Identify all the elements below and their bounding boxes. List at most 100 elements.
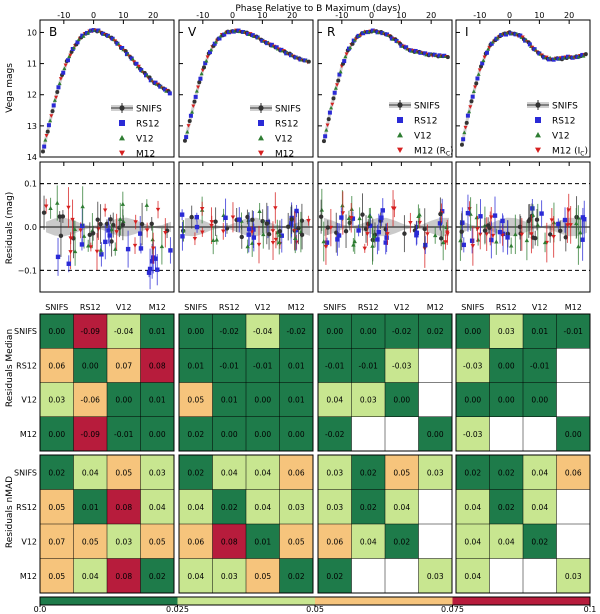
residual-point xyxy=(189,214,194,220)
residual-point xyxy=(211,238,216,242)
matrix-cell-value: 0.00 xyxy=(48,327,65,336)
residual-point xyxy=(132,243,138,248)
matrix-cell xyxy=(418,314,452,349)
residual-point xyxy=(168,248,173,253)
matrix-column-label: V12 xyxy=(394,303,410,312)
residual-point xyxy=(558,228,563,234)
nmad-ylabel: Residuals nMAD xyxy=(5,476,15,548)
matrix-cell xyxy=(489,524,523,559)
matrix-cell xyxy=(456,455,490,490)
matrix-cell-empty xyxy=(351,416,385,451)
colorbar-segment xyxy=(40,597,178,605)
legend-label-part: ) xyxy=(584,147,588,157)
matrix-cell xyxy=(385,314,419,349)
residuals-plot xyxy=(178,161,314,293)
lightcurve-point xyxy=(184,135,189,140)
matrix-cell-value: 0.04 xyxy=(254,468,271,477)
matrix-cell xyxy=(40,558,74,593)
residual-point xyxy=(526,218,531,224)
matrix-cell xyxy=(279,382,313,417)
mag-tick-label: 11 xyxy=(27,60,37,69)
phase-tick-label: -10 xyxy=(196,11,209,20)
matrix-cell xyxy=(556,314,590,349)
matrix-cell-value: 0.07 xyxy=(48,537,65,546)
matrix-cell xyxy=(351,314,385,349)
residual-point xyxy=(474,215,479,220)
lightcurve-point xyxy=(404,45,409,50)
lightcurve-point xyxy=(565,54,570,59)
residual-point xyxy=(422,226,427,232)
legend-swatch xyxy=(119,105,125,111)
matrix-cell xyxy=(556,558,590,593)
legend-swatch xyxy=(119,135,125,141)
lightcurve-point xyxy=(43,138,48,142)
matrix-cell xyxy=(556,416,590,451)
matrix-column-label: V12 xyxy=(116,303,132,312)
residual-point xyxy=(99,252,104,257)
lightcurve-point xyxy=(461,137,466,142)
residual-point xyxy=(497,229,503,235)
matrix-frame xyxy=(178,454,314,594)
lightcurve-point xyxy=(54,95,59,100)
matrix-cell xyxy=(246,524,280,559)
matrix-cell-value: -0.01 xyxy=(564,327,584,336)
matrix-cell-value: 0.03 xyxy=(360,396,377,405)
residual-point xyxy=(264,221,269,226)
lightcurve-point xyxy=(471,89,476,94)
residual-point xyxy=(277,228,283,234)
matrix-cell-value: 0.04 xyxy=(464,537,481,546)
residual-point xyxy=(542,240,548,245)
lightcurve-point xyxy=(139,68,144,73)
residual-point xyxy=(266,232,272,237)
mag-tick-label: 10 xyxy=(27,28,37,37)
residual-point xyxy=(475,237,481,242)
residual-point xyxy=(530,206,535,211)
matrix-cell xyxy=(489,348,523,383)
lightcurve-point xyxy=(321,139,326,144)
legend-label: V12 xyxy=(552,132,570,142)
colorbar: 0.0 0.025 0.05 0.075 0.1 xyxy=(34,596,596,614)
residual-point xyxy=(469,238,475,243)
matrix-frame xyxy=(178,313,314,452)
legend-swatch xyxy=(119,120,125,126)
colorbar-tick-label: 0.05 xyxy=(306,605,324,614)
matrix-cell xyxy=(489,455,523,490)
matrix-cell-value: -0.01 xyxy=(253,361,273,370)
residuals-plot xyxy=(455,161,591,293)
phase-tick-label: 20 xyxy=(148,11,158,20)
template-band xyxy=(460,31,588,145)
residual-point xyxy=(470,244,476,249)
matrix-frame xyxy=(39,313,175,452)
matrix-cell-value: 0.03 xyxy=(221,572,238,581)
matrix-cell-value: 0.00 xyxy=(498,396,515,405)
residual-point xyxy=(144,228,150,233)
matrix-cell xyxy=(179,489,213,524)
matrix-cell xyxy=(140,558,174,593)
lightcurve-point xyxy=(361,31,366,36)
residual-point xyxy=(81,233,87,238)
matrix-cell xyxy=(385,455,419,490)
residual-point xyxy=(343,229,349,234)
lightcurve-point xyxy=(148,78,153,83)
matrix-cell xyxy=(140,455,174,490)
lightcurve-point xyxy=(129,56,134,61)
matrix-cell-value: 0.08 xyxy=(221,537,238,546)
lightcurve-point xyxy=(408,48,413,53)
matrix-cell xyxy=(456,382,490,417)
residual-point xyxy=(245,244,250,249)
residual-point xyxy=(117,225,122,231)
matrix-cell xyxy=(73,348,107,383)
residual-point xyxy=(508,243,514,248)
matrix-column-label: RS12 xyxy=(80,303,101,312)
lightcurve-point xyxy=(115,41,120,46)
lightcurve-point xyxy=(55,90,60,95)
lightcurve-point xyxy=(462,130,467,135)
lightcurve-point xyxy=(67,54,72,59)
residual-point xyxy=(155,267,160,272)
matrix-cell-value: 0.03 xyxy=(48,396,65,405)
phase-tick-label: 10 xyxy=(257,11,267,20)
matrix-cell xyxy=(246,489,280,524)
lightcurve-point xyxy=(76,37,81,42)
matrix-cell-value: 0.04 xyxy=(187,572,204,581)
matrix-cell xyxy=(212,348,246,383)
